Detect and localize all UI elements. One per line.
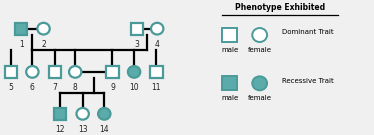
Text: 14: 14	[99, 125, 109, 134]
Text: female: female	[248, 47, 272, 53]
Text: 7: 7	[52, 83, 57, 92]
Text: 11: 11	[152, 83, 161, 92]
FancyBboxPatch shape	[223, 28, 237, 42]
Ellipse shape	[252, 76, 267, 90]
FancyBboxPatch shape	[54, 108, 67, 120]
Ellipse shape	[69, 66, 82, 78]
Text: Dominant Trait: Dominant Trait	[282, 29, 334, 36]
FancyBboxPatch shape	[223, 76, 237, 90]
FancyBboxPatch shape	[4, 66, 17, 78]
Text: 4: 4	[155, 40, 160, 49]
Ellipse shape	[37, 23, 50, 35]
Text: 2: 2	[41, 40, 46, 49]
Text: male: male	[221, 95, 239, 101]
Text: 6: 6	[30, 83, 35, 92]
Text: male: male	[221, 47, 239, 53]
FancyBboxPatch shape	[106, 66, 119, 78]
Text: 5: 5	[8, 83, 13, 92]
Text: 1: 1	[19, 40, 24, 49]
Ellipse shape	[151, 23, 163, 35]
Text: 13: 13	[78, 125, 88, 134]
Ellipse shape	[76, 108, 89, 120]
FancyBboxPatch shape	[49, 66, 61, 78]
Text: 8: 8	[73, 83, 77, 92]
Ellipse shape	[252, 28, 267, 42]
Ellipse shape	[26, 66, 39, 78]
Text: female: female	[248, 95, 272, 101]
FancyBboxPatch shape	[15, 23, 27, 35]
Ellipse shape	[98, 108, 110, 120]
FancyBboxPatch shape	[131, 23, 143, 35]
Text: 12: 12	[56, 125, 65, 134]
Text: 9: 9	[110, 83, 115, 92]
Text: 3: 3	[134, 40, 139, 49]
Text: 10: 10	[129, 83, 139, 92]
Text: Phenotype Exhibited: Phenotype Exhibited	[235, 3, 325, 12]
Ellipse shape	[128, 66, 140, 78]
FancyBboxPatch shape	[150, 66, 163, 78]
Text: Recessive Trait: Recessive Trait	[282, 78, 334, 84]
